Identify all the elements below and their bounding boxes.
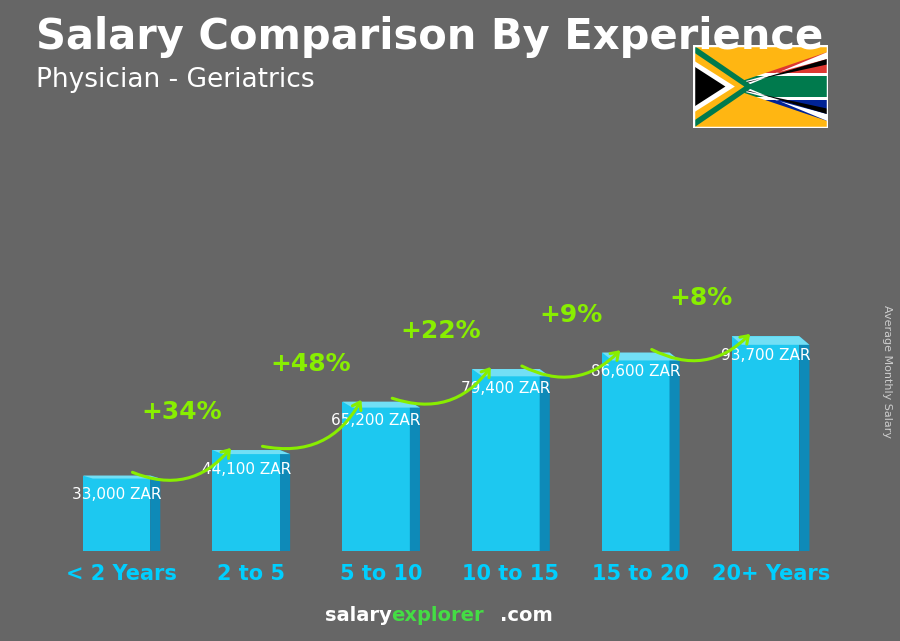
Text: 93,700 ZAR: 93,700 ZAR (721, 348, 810, 363)
Polygon shape (342, 402, 420, 408)
Text: 44,100 ZAR: 44,100 ZAR (202, 462, 291, 477)
Text: Average Monthly Salary: Average Monthly Salary (881, 305, 892, 438)
Polygon shape (602, 353, 680, 360)
Text: 5 to 10: 5 to 10 (340, 564, 422, 584)
Polygon shape (83, 476, 160, 479)
Polygon shape (472, 369, 540, 551)
Polygon shape (693, 60, 734, 113)
Text: 65,200 ZAR: 65,200 ZAR (331, 413, 421, 428)
Polygon shape (725, 59, 828, 87)
Polygon shape (693, 45, 828, 128)
Text: 15 to 20: 15 to 20 (592, 564, 689, 584)
Polygon shape (410, 402, 420, 551)
Text: 79,400 ZAR: 79,400 ZAR (461, 381, 551, 396)
Polygon shape (693, 45, 828, 72)
Polygon shape (725, 87, 828, 121)
Polygon shape (693, 97, 828, 101)
Polygon shape (693, 45, 828, 87)
Polygon shape (693, 101, 828, 128)
Polygon shape (280, 450, 290, 551)
Polygon shape (472, 369, 550, 376)
Polygon shape (693, 45, 754, 128)
Text: +22%: +22% (400, 319, 482, 343)
Polygon shape (670, 353, 680, 551)
Text: 10 to 15: 10 to 15 (463, 564, 560, 584)
Polygon shape (732, 337, 809, 345)
Text: .com: .com (500, 606, 553, 625)
Text: 86,600 ZAR: 86,600 ZAR (591, 364, 680, 379)
Polygon shape (150, 476, 160, 551)
Text: 20+ Years: 20+ Years (712, 564, 830, 584)
Text: +34%: +34% (141, 400, 221, 424)
Polygon shape (725, 87, 828, 114)
Polygon shape (602, 353, 670, 551)
Text: 2 to 5: 2 to 5 (217, 564, 285, 584)
Polygon shape (342, 402, 410, 551)
Polygon shape (212, 450, 280, 551)
Polygon shape (83, 476, 150, 551)
Text: +48%: +48% (271, 352, 352, 376)
Polygon shape (540, 369, 550, 551)
Text: +9%: +9% (539, 303, 602, 327)
Text: salary: salary (325, 606, 392, 625)
Polygon shape (693, 87, 828, 128)
Polygon shape (693, 72, 828, 76)
Polygon shape (725, 52, 828, 87)
Polygon shape (732, 337, 799, 551)
Text: < 2 Years: < 2 Years (66, 564, 177, 584)
Polygon shape (799, 337, 809, 551)
Polygon shape (212, 450, 290, 454)
Polygon shape (693, 65, 725, 107)
Text: Physician - Geriatrics: Physician - Geriatrics (36, 67, 315, 94)
Text: +8%: +8% (669, 287, 733, 310)
Text: 33,000 ZAR: 33,000 ZAR (72, 487, 161, 503)
Polygon shape (693, 52, 744, 121)
Text: Salary Comparison By Experience: Salary Comparison By Experience (36, 16, 824, 58)
Text: explorer: explorer (392, 606, 484, 625)
